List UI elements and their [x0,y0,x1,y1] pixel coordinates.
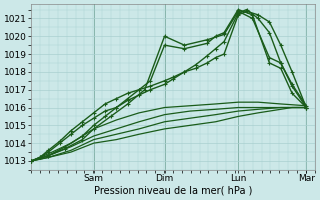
X-axis label: Pression niveau de la mer( hPa ): Pression niveau de la mer( hPa ) [94,186,252,196]
